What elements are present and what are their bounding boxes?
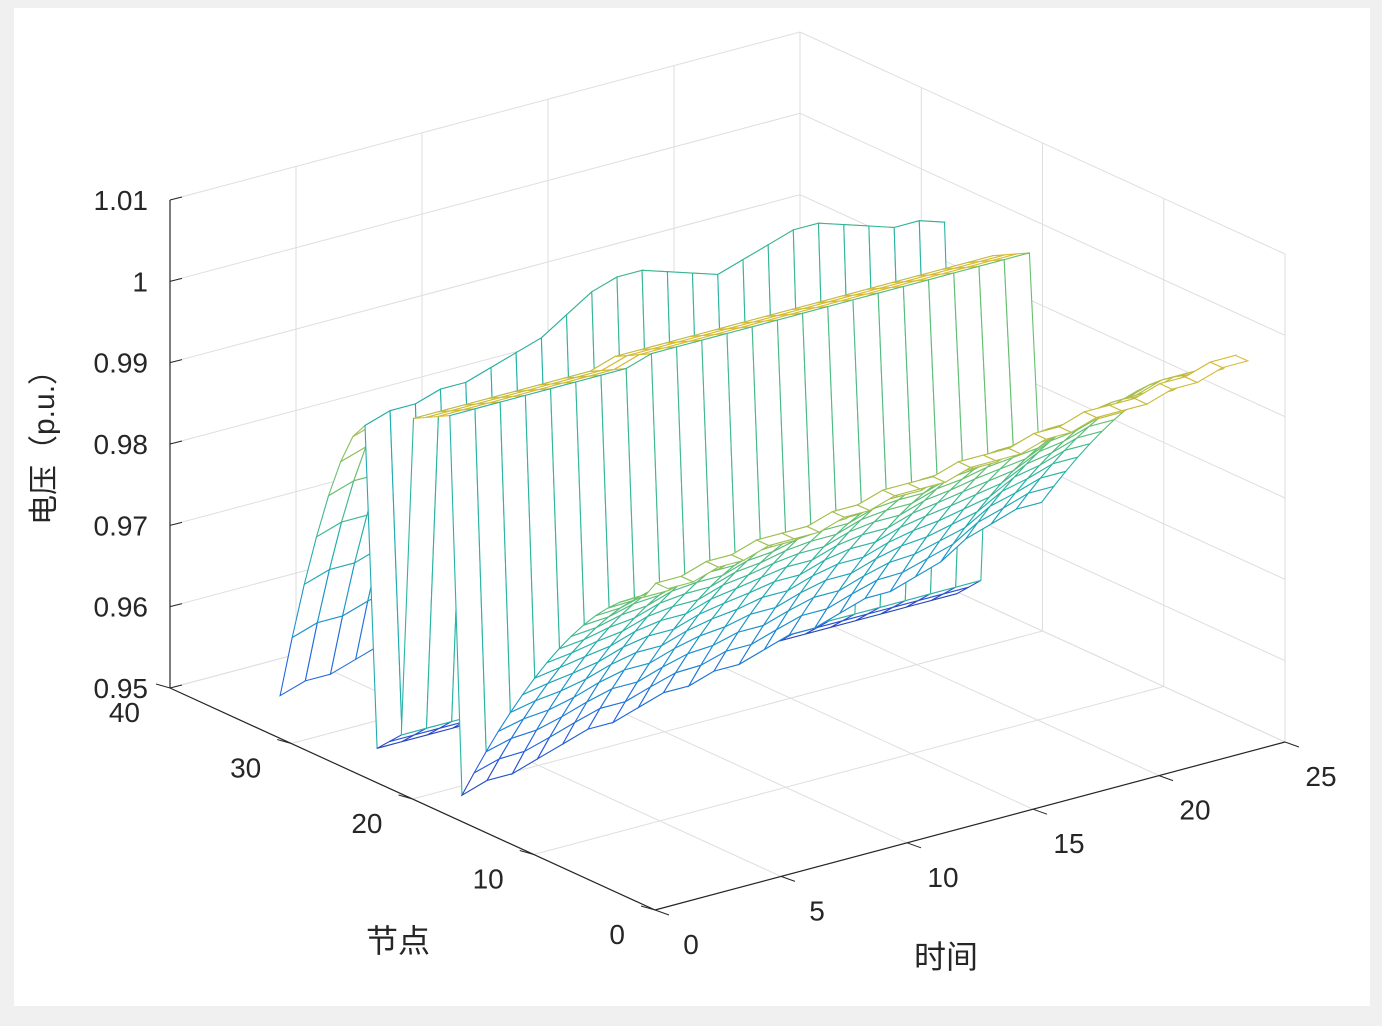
z-tick-mark <box>169 359 183 364</box>
x-tick-mark <box>1032 808 1048 815</box>
y-tick-label: 10 <box>473 864 504 895</box>
y-tick-label: 20 <box>351 808 382 839</box>
z-tick-label: 0.99 <box>94 348 149 379</box>
x-tick-mark <box>1158 775 1174 782</box>
x-tick-label: 15 <box>1053 828 1084 859</box>
x-tick-label: 5 <box>809 895 825 926</box>
x-tick-label: 25 <box>1305 761 1336 792</box>
mesh-cell <box>1208 354 1250 369</box>
z-axis-label: 电压（p.u.） <box>28 355 61 525</box>
z-tick-label: 1 <box>132 266 148 297</box>
y-tick-mark <box>398 794 413 800</box>
z-tick-label: 0.97 <box>94 510 149 541</box>
y-tick-label: 30 <box>230 753 261 784</box>
surface-mesh <box>279 219 1250 797</box>
x-tick-mark <box>1284 741 1300 748</box>
x-tick-mark <box>654 909 670 916</box>
x-axis-label: 时间 <box>914 939 978 975</box>
y-tick-label: 40 <box>109 697 140 728</box>
grid-line <box>533 686 1164 855</box>
y-tick-mark <box>519 850 534 855</box>
z-tick-label: 0.96 <box>94 592 149 623</box>
y-tick-mark <box>277 739 292 744</box>
z-tick-mark <box>169 603 183 608</box>
x-tick-mark <box>780 875 796 882</box>
x-tick-mark <box>906 842 922 849</box>
y-tick-mark <box>640 905 656 911</box>
z-tick-label: 1.01 <box>94 185 149 216</box>
x-tick-label: 0 <box>683 929 699 960</box>
z-tick-mark <box>169 684 183 689</box>
z-tick-mark <box>169 196 183 201</box>
grid-line <box>169 31 1286 255</box>
grid-line <box>169 194 1286 418</box>
x-axis-line <box>654 741 1286 911</box>
tick-labels: 0.95 0.96 0.97 0.98 0.99 1 1.01 0 10 20 30 40 0 5 10 15… <box>94 185 1337 960</box>
x-tick-label: 10 <box>927 862 958 893</box>
z-tick-label: 0.95 <box>94 673 149 704</box>
y-tick-mark <box>155 683 171 689</box>
z-tick-mark <box>169 277 183 282</box>
grid-line <box>169 112 1286 336</box>
z-tick-mark <box>169 440 183 445</box>
z-tick-label: 0.98 <box>94 429 149 460</box>
z-tick-mark <box>169 521 183 526</box>
y-tick-label: 0 <box>609 919 625 950</box>
y-axis-label: 节点 <box>366 923 430 959</box>
x-tick-label: 20 <box>1179 795 1210 826</box>
